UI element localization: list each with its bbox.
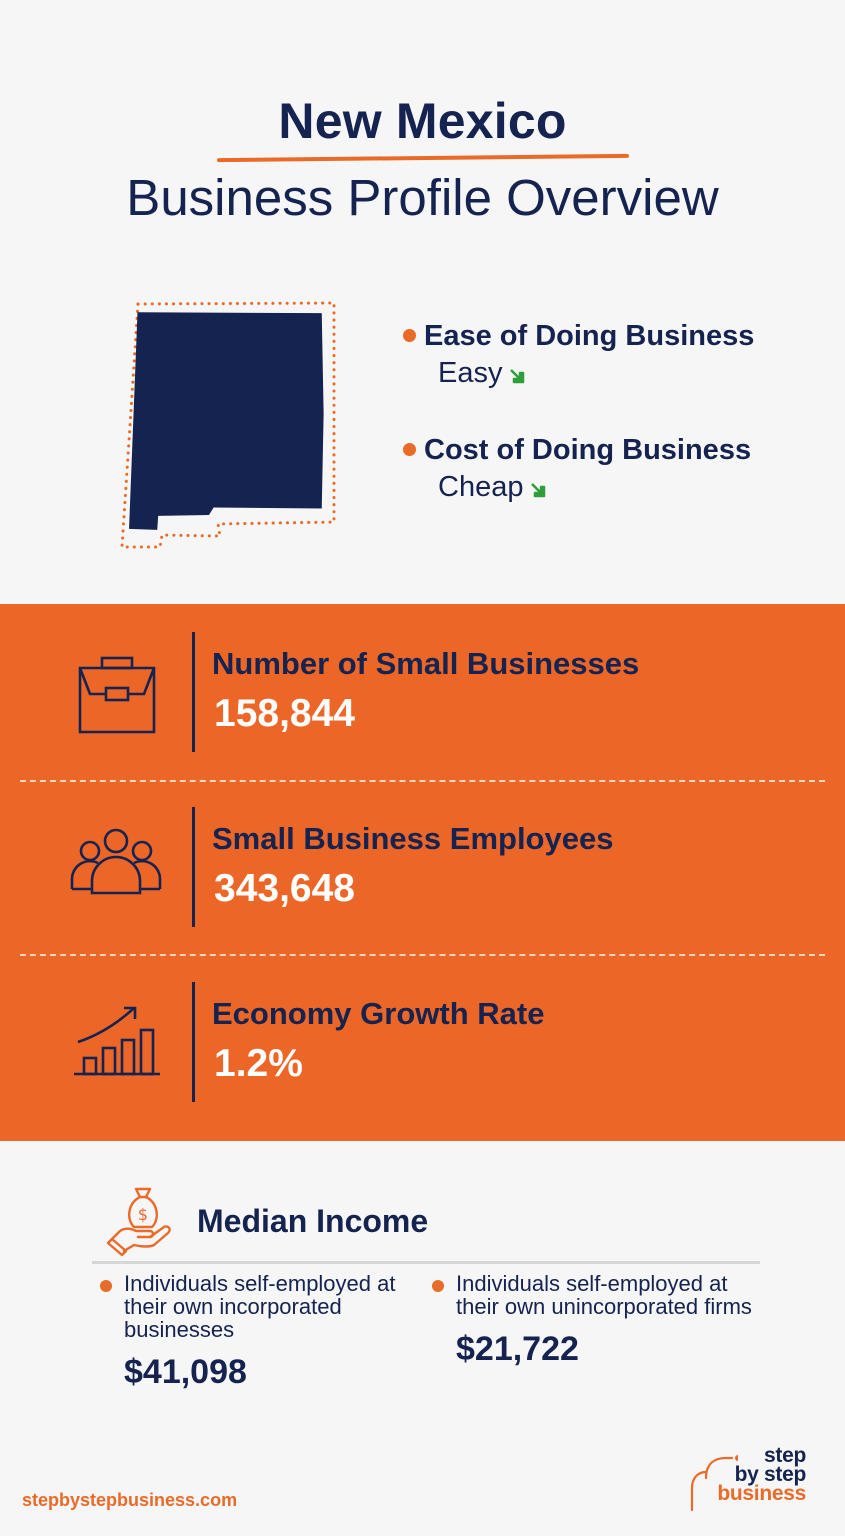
- briefcase-icon: [78, 656, 156, 734]
- income-description: Individuals self-employed at their own u…: [456, 1271, 752, 1319]
- fact-value: Cheap: [438, 471, 524, 503]
- stat-divider: [192, 632, 195, 752]
- stat-divider: [192, 807, 195, 927]
- stat-value: 1.2%: [214, 1042, 303, 1085]
- title-underline: [216, 153, 630, 163]
- people-group-icon: [70, 828, 162, 895]
- arrow-down-right-icon: [510, 369, 525, 384]
- fact-value: Easy: [438, 357, 503, 389]
- bullet-icon: [403, 443, 416, 456]
- stat-label: Number of Small Businesses: [212, 646, 640, 681]
- brand-logo: step by step business: [688, 1442, 818, 1512]
- stats-band: Number of Small Businesses 158,844 Small…: [0, 604, 845, 1141]
- footer-website-link[interactable]: stepbystepbusiness.com: [22, 1490, 238, 1510]
- income-title: Median Income: [197, 1203, 429, 1239]
- growth-chart-icon: [74, 1006, 160, 1076]
- stat-label: Small Business Employees: [212, 821, 614, 856]
- arrow-down-right-icon: [531, 483, 546, 498]
- income-description: Individuals self-employed at their own i…: [124, 1271, 396, 1342]
- bullet-icon: [432, 1280, 444, 1292]
- bullet-icon: [403, 329, 416, 342]
- header: New Mexico Business Profile Overview Eas…: [0, 0, 845, 600]
- stat-employees: Small Business Employees 343,648: [0, 807, 845, 927]
- income-unincorporated: Individuals self-employed at their own u…: [432, 1272, 752, 1369]
- new-mexico-map-icon: [120, 301, 336, 549]
- fact-ease: Ease of Doing Business Easy: [400, 318, 820, 392]
- logo-arc-icon: [690, 1455, 738, 1512]
- logo-text-step: step: [764, 1444, 806, 1467]
- dashed-divider: [20, 954, 825, 956]
- state-title: New Mexico: [278, 93, 567, 149]
- svg-text:$: $: [138, 1205, 148, 1224]
- stat-small-businesses: Number of Small Businesses 158,844: [0, 632, 845, 752]
- stat-value: 158,844: [214, 692, 355, 735]
- money-bag-hand-icon: $: [106, 1187, 171, 1257]
- logo-text-business: business: [717, 1482, 806, 1505]
- bullet-icon: [100, 1280, 112, 1292]
- facts-list: Ease of Doing Business Easy Cost of Doin…: [400, 318, 820, 546]
- page-subtitle: Business Profile Overview: [126, 169, 719, 226]
- income-value: $41,098: [124, 1353, 247, 1391]
- stat-label: Economy Growth Rate: [212, 996, 545, 1031]
- dashed-divider: [20, 780, 825, 782]
- fact-label: Cost of Doing Business: [424, 434, 752, 466]
- fact-label: Ease of Doing Business: [424, 320, 755, 352]
- fact-cost: Cost of Doing Business Cheap: [400, 432, 820, 506]
- logo-text-by-step: by step: [734, 1463, 807, 1486]
- income-divider: [92, 1261, 760, 1264]
- stat-divider: [192, 982, 195, 1102]
- stat-growth-rate: Economy Growth Rate 1.2%: [0, 982, 845, 1102]
- income-value: $21,722: [456, 1330, 579, 1368]
- stat-value: 343,648: [214, 867, 355, 910]
- income-incorporated: Individuals self-employed at their own i…: [100, 1272, 420, 1392]
